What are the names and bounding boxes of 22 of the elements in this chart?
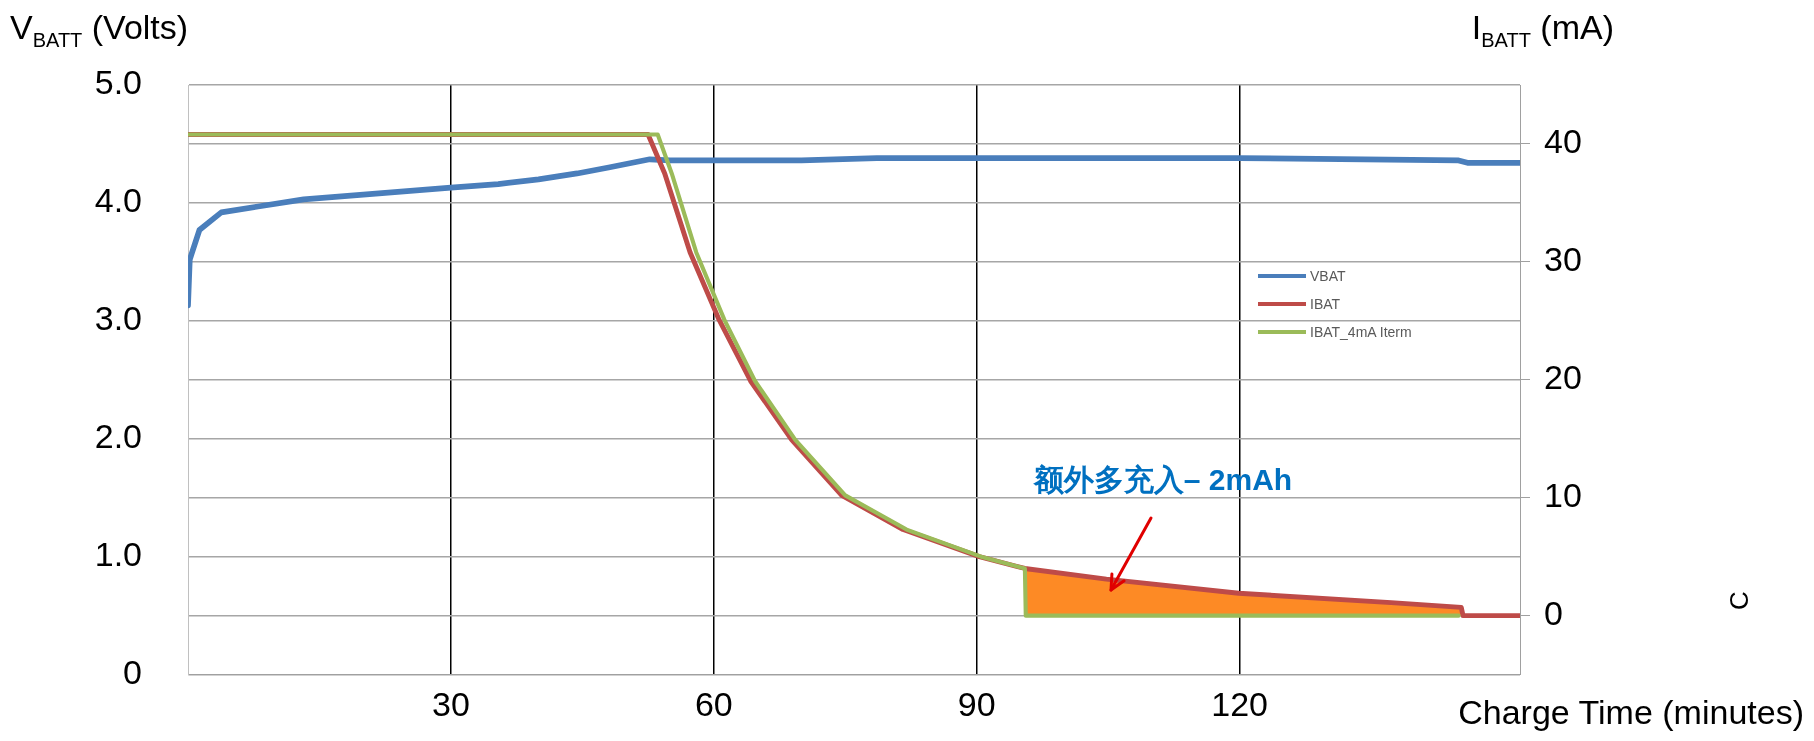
y-tick-label: 0 xyxy=(123,652,142,691)
y-tick-label: 3.0 xyxy=(94,299,142,338)
text: C xyxy=(1723,591,1755,610)
y-tick-label: 1.0 xyxy=(94,535,142,574)
y-axis-title: V$_{BATT}$ (Volts) xyxy=(10,8,189,52)
y2-tick-label: 0 xyxy=(1544,594,1563,633)
y2-axis-title: I$_{BATT}$ (mA) xyxy=(1471,8,1614,52)
x-tick-label: 120 xyxy=(1211,685,1268,724)
y2-tick-label: 30 xyxy=(1544,240,1582,279)
y-tick-label: 5.0 xyxy=(94,63,142,102)
y2-tick-label: 10 xyxy=(1544,476,1582,515)
legend-label: VBAT xyxy=(1310,268,1346,284)
x-tick-label: 60 xyxy=(694,685,733,724)
y2-tick-label: 20 xyxy=(1544,358,1582,397)
x-axis-title: Charge Time (minutes) xyxy=(1458,693,1804,732)
y-tick-label: 4.0 xyxy=(94,181,142,220)
legend-label: IBAT_4mA Iterm xyxy=(1310,324,1412,340)
legend-label: IBAT xyxy=(1310,296,1341,312)
y2-tick-label: 40 xyxy=(1544,122,1582,161)
y-tick-label: 2.0 xyxy=(94,417,142,456)
x-tick-label: 30 xyxy=(431,685,470,724)
x-tick-label: 90 xyxy=(957,685,996,724)
